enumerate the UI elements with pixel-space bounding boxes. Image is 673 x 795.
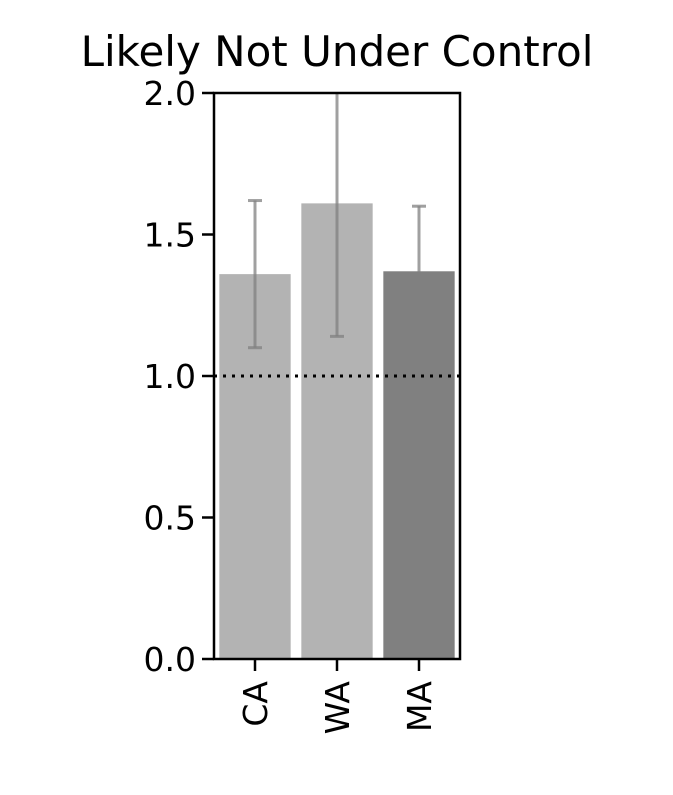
y-tick-label: 1.0 xyxy=(144,357,196,396)
y-tick-label: 0.0 xyxy=(144,640,196,679)
chart-title: Likely Not Under Control xyxy=(81,27,594,76)
error-bar-ma xyxy=(412,204,426,336)
x-tick-label: MA xyxy=(400,681,439,732)
bar-ma xyxy=(383,271,455,659)
error-bars-layer xyxy=(248,93,426,350)
x-tick-label: CA xyxy=(236,681,275,727)
x-tick-label: WA xyxy=(318,681,357,735)
error-bar-ca xyxy=(248,199,262,350)
y-tick-label: 2.0 xyxy=(144,74,196,113)
y-tick-label: 0.5 xyxy=(144,499,196,538)
error-bar-wa xyxy=(330,93,344,338)
y-axis: 0.0 0.5 1.0 1.5 2.0 xyxy=(144,74,214,679)
x-axis: CA WA MA xyxy=(236,659,439,734)
y-tick-label: 1.5 xyxy=(144,216,196,255)
